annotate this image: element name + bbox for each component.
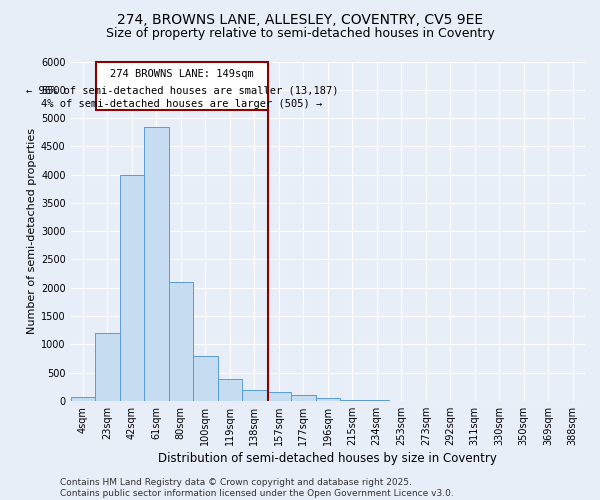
Bar xyxy=(266,392,291,401)
Bar xyxy=(95,333,119,401)
Bar xyxy=(144,126,169,401)
Y-axis label: Number of semi-detached properties: Number of semi-detached properties xyxy=(27,128,37,334)
Text: Size of property relative to semi-detached houses in Coventry: Size of property relative to semi-detach… xyxy=(106,28,494,40)
Bar xyxy=(242,390,266,401)
Bar xyxy=(291,395,316,401)
X-axis label: Distribution of semi-detached houses by size in Coventry: Distribution of semi-detached houses by … xyxy=(158,452,497,465)
Text: 274 BROWNS LANE: 149sqm: 274 BROWNS LANE: 149sqm xyxy=(110,69,254,79)
Bar xyxy=(119,174,144,401)
Bar xyxy=(193,356,218,401)
Text: 4% of semi-detached houses are larger (505) →: 4% of semi-detached houses are larger (5… xyxy=(41,100,323,110)
Bar xyxy=(71,397,95,401)
Text: ← 96% of semi-detached houses are smaller (13,187): ← 96% of semi-detached houses are smalle… xyxy=(26,86,338,96)
Text: Contains HM Land Registry data © Crown copyright and database right 2025.
Contai: Contains HM Land Registry data © Crown c… xyxy=(60,478,454,498)
Bar xyxy=(218,379,242,401)
Text: 274, BROWNS LANE, ALLESLEY, COVENTRY, CV5 9EE: 274, BROWNS LANE, ALLESLEY, COVENTRY, CV… xyxy=(117,12,483,26)
Bar xyxy=(340,400,365,401)
Bar xyxy=(316,398,340,401)
Bar xyxy=(96,62,268,110)
Bar xyxy=(169,282,193,401)
